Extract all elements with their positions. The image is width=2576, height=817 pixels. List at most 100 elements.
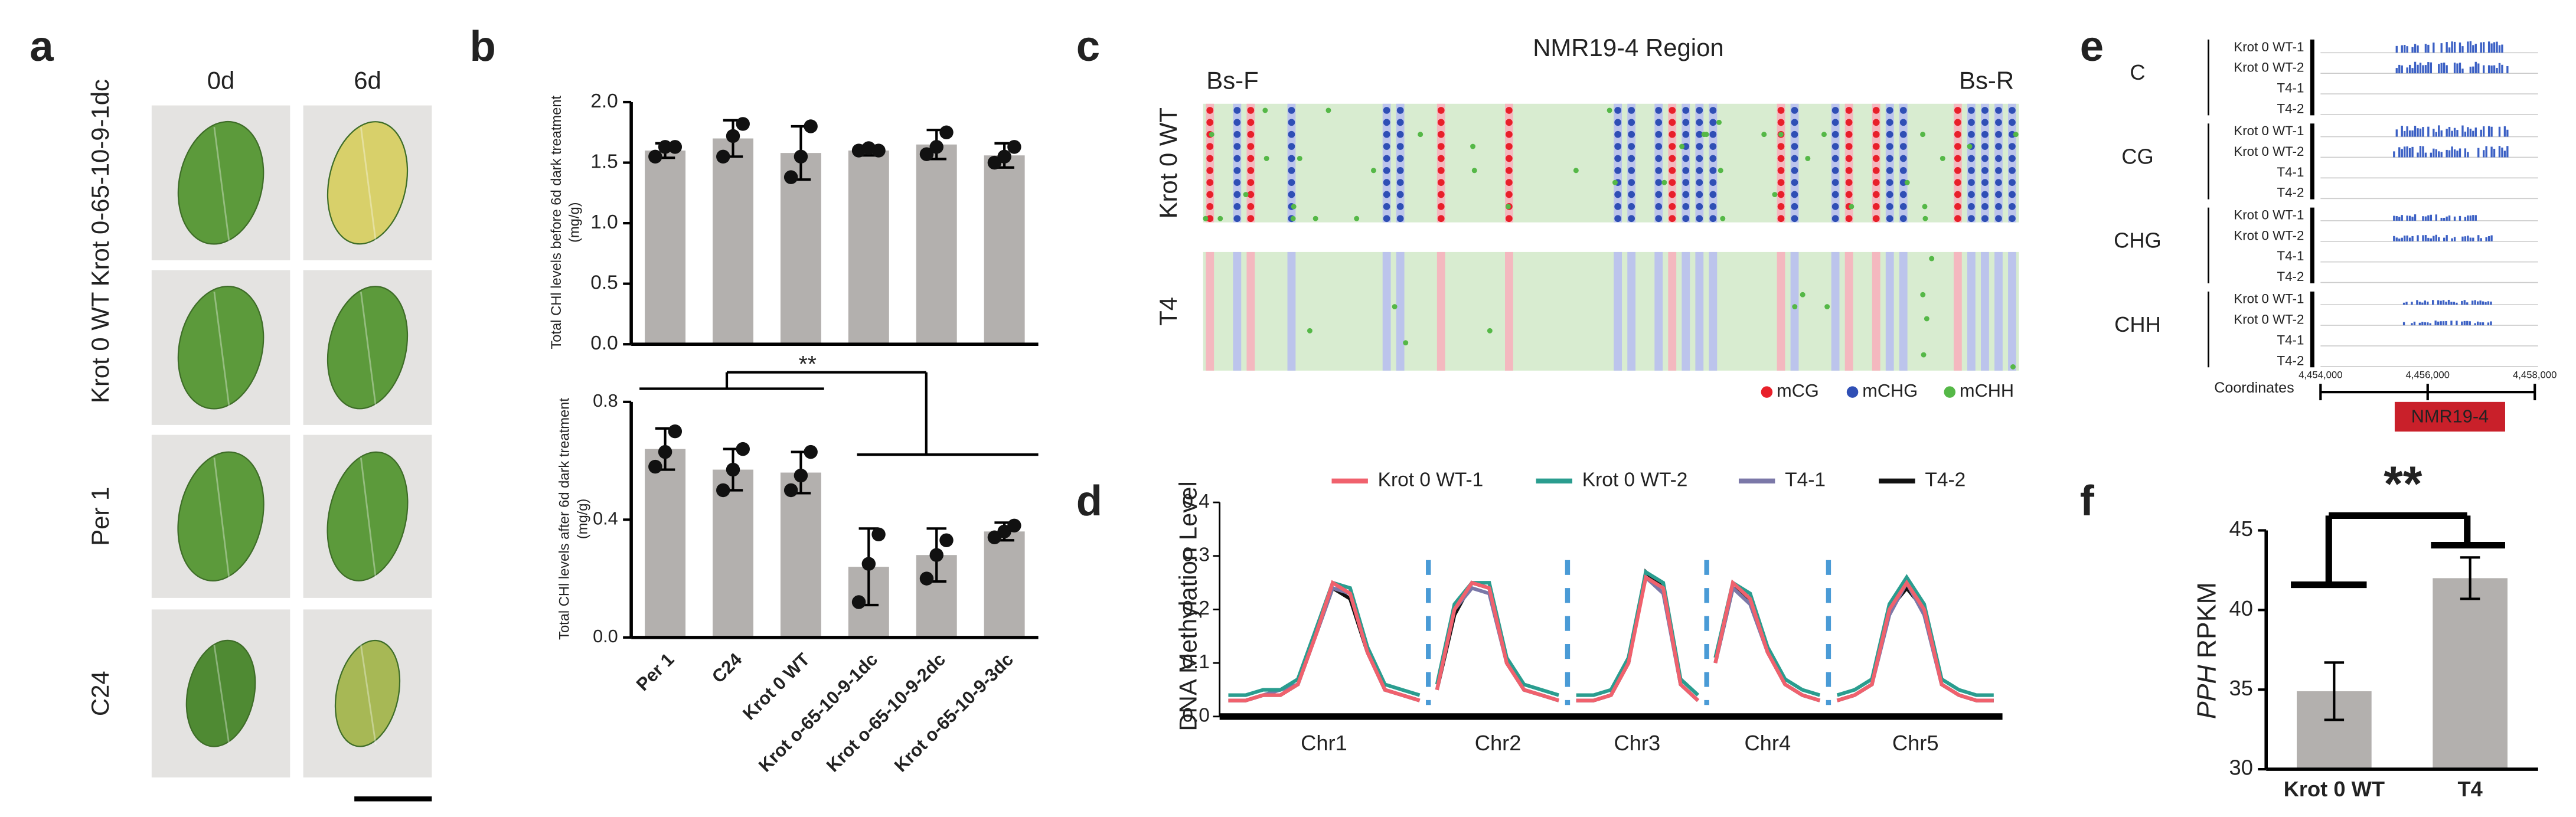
map-dot <box>1655 166 1663 174</box>
track-signal <box>2493 42 2496 53</box>
row-label: Krot 0 WT <box>86 292 114 403</box>
track-signal <box>2469 128 2472 137</box>
map-dot <box>1696 143 1703 150</box>
map-dot <box>1655 107 1663 114</box>
map-dot <box>1290 215 1296 221</box>
map-dot <box>1506 215 1513 223</box>
map-dot <box>2013 132 2019 138</box>
track-signal <box>2402 302 2405 305</box>
track-signal <box>2427 322 2429 326</box>
track-signal <box>2474 215 2477 221</box>
map-dot <box>1383 155 1390 162</box>
series-line <box>1435 580 1560 702</box>
y-tick-label: 0.0 <box>593 626 618 646</box>
map-dot <box>1761 132 1767 138</box>
track-signal <box>2446 235 2448 241</box>
coordinates-label: Coordinates <box>2214 380 2294 396</box>
track-signal <box>2496 41 2498 53</box>
map-dot <box>1954 166 1961 174</box>
map-dot <box>1709 166 1717 174</box>
map-dot <box>1669 119 1676 126</box>
row-label: T4 <box>1154 297 1182 326</box>
series-line <box>1576 574 1700 702</box>
map-dot <box>1206 215 1214 223</box>
y-tick-label: 40 <box>2229 596 2253 620</box>
track-signal <box>2427 237 2430 241</box>
map-dot <box>1233 119 1241 126</box>
x-tick-label: T4 <box>2457 777 2482 801</box>
map-dot <box>1981 203 1989 210</box>
map-dot <box>1383 179 1390 187</box>
map-dot <box>1777 166 1785 174</box>
x-tick-label: Chr4 <box>1744 731 1791 755</box>
map-dot <box>1217 215 1223 221</box>
track-signal <box>2411 236 2414 241</box>
track-signal <box>2427 62 2430 74</box>
bar <box>984 531 1025 638</box>
map-dot <box>1247 166 1255 174</box>
x-tick-label: Krot 0 WT <box>2284 777 2385 801</box>
map-dot <box>1899 191 1907 198</box>
data-point <box>783 483 798 498</box>
track-signal <box>2414 126 2417 137</box>
map-dot <box>1506 119 1513 126</box>
map-stripe <box>1396 251 1405 371</box>
x-tick-label: Chr5 <box>1892 731 1939 755</box>
legend-label: mCHG <box>1862 380 1918 401</box>
track-signal <box>2393 215 2395 221</box>
legend-label: Krot 0 WT-2 <box>1582 469 1688 491</box>
map-dot <box>1831 166 1839 174</box>
map-dot <box>1922 215 1928 221</box>
map-dot <box>1655 203 1663 210</box>
map-dot <box>1791 143 1798 150</box>
track-signal <box>2451 41 2453 53</box>
map-dot <box>1288 179 1295 187</box>
map-dot <box>1383 215 1390 223</box>
map-dot <box>1470 143 1476 149</box>
map-dot <box>1506 130 1513 138</box>
track-signal <box>2422 65 2424 74</box>
map-dot <box>1206 119 1214 126</box>
map-dot <box>1899 179 1907 187</box>
track-signal <box>2427 215 2430 221</box>
track-signal <box>2417 128 2419 137</box>
track-signal <box>2406 146 2408 158</box>
data-point <box>658 445 672 459</box>
map-stripe <box>1994 251 2003 371</box>
track-signal <box>2453 302 2456 305</box>
track-signal <box>2459 148 2461 158</box>
track-label: T4-2 <box>2277 269 2304 284</box>
track-signal <box>2501 64 2503 74</box>
map-dot <box>1655 215 1663 223</box>
data-point <box>804 445 818 459</box>
track-signal <box>2487 65 2490 74</box>
track-signal <box>2419 128 2422 137</box>
map-dot <box>1437 179 1445 187</box>
map-dot <box>1899 166 1907 174</box>
track-signal <box>2503 151 2506 158</box>
track-signal <box>2453 149 2456 158</box>
map-dot <box>1968 119 1975 126</box>
map-stripe <box>1899 251 1908 371</box>
leaf-vein <box>360 292 377 407</box>
y-axis-label: (mg/g) <box>567 202 582 243</box>
data-point <box>648 149 662 164</box>
track-signal <box>2487 126 2490 137</box>
track-signal <box>2490 146 2493 158</box>
map-dot <box>1206 203 1214 210</box>
map-dot <box>1233 179 1241 187</box>
map-dot <box>1709 215 1717 223</box>
map-dot <box>1791 107 1798 114</box>
map-dot <box>1709 143 1717 150</box>
track-signal <box>2506 129 2509 137</box>
track-label: Krot 0 WT-1 <box>2234 292 2304 306</box>
track-signal <box>2442 300 2445 305</box>
map-dot <box>1233 203 1241 210</box>
map-dot <box>1669 155 1676 162</box>
map-background <box>1203 251 2019 371</box>
y-axis-label: Total CHl levels after 6d dark treatment <box>557 398 573 640</box>
leaf-vein <box>360 457 377 579</box>
leaf <box>185 639 256 747</box>
map-dot <box>1872 119 1880 126</box>
track-signal <box>2411 68 2414 74</box>
